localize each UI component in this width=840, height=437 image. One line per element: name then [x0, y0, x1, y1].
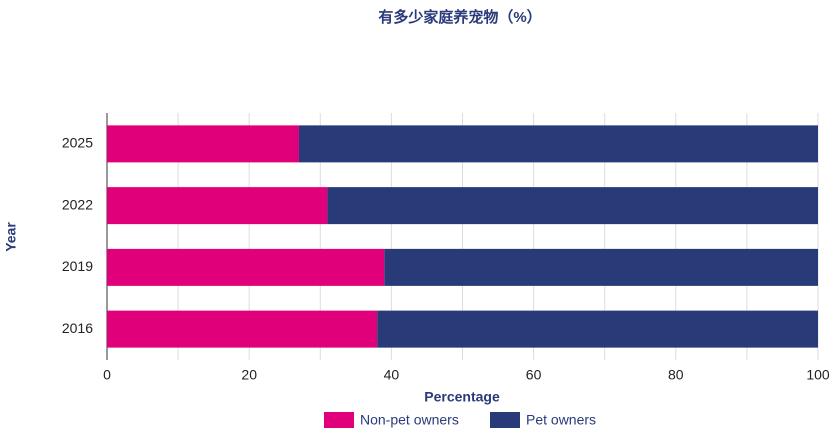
x-tick-label: 20 — [241, 367, 257, 383]
legend-swatch — [490, 412, 520, 428]
x-tick-label: 100 — [806, 367, 830, 383]
x-tick-label: 40 — [384, 367, 400, 383]
x-tick-label: 0 — [103, 367, 111, 383]
legend-label: Non-pet owners — [360, 412, 459, 428]
x-tick-label: 60 — [526, 367, 542, 383]
y-tick-label: 2022 — [62, 196, 93, 212]
x-axis-label: Percentage — [424, 389, 500, 405]
bar-segment — [107, 248, 385, 286]
legend-label: Pet owners — [526, 412, 596, 428]
bar-segment — [298, 125, 819, 163]
bar-segment — [107, 310, 378, 348]
y-tick-label: 2025 — [62, 135, 93, 151]
legend-swatch — [324, 412, 354, 428]
x-tick-label: 80 — [668, 367, 684, 383]
bar-segment — [377, 310, 818, 348]
chart-title: 有多少家庭养宠物（%） — [378, 8, 541, 26]
bar-segment — [107, 125, 299, 163]
bar-segment — [107, 187, 328, 225]
y-tick-label: 2019 — [62, 258, 93, 274]
y-tick-label: 2016 — [62, 320, 93, 336]
bar-segment — [327, 187, 818, 225]
y-axis-label: Year — [3, 222, 19, 252]
bar-segment — [384, 248, 818, 286]
